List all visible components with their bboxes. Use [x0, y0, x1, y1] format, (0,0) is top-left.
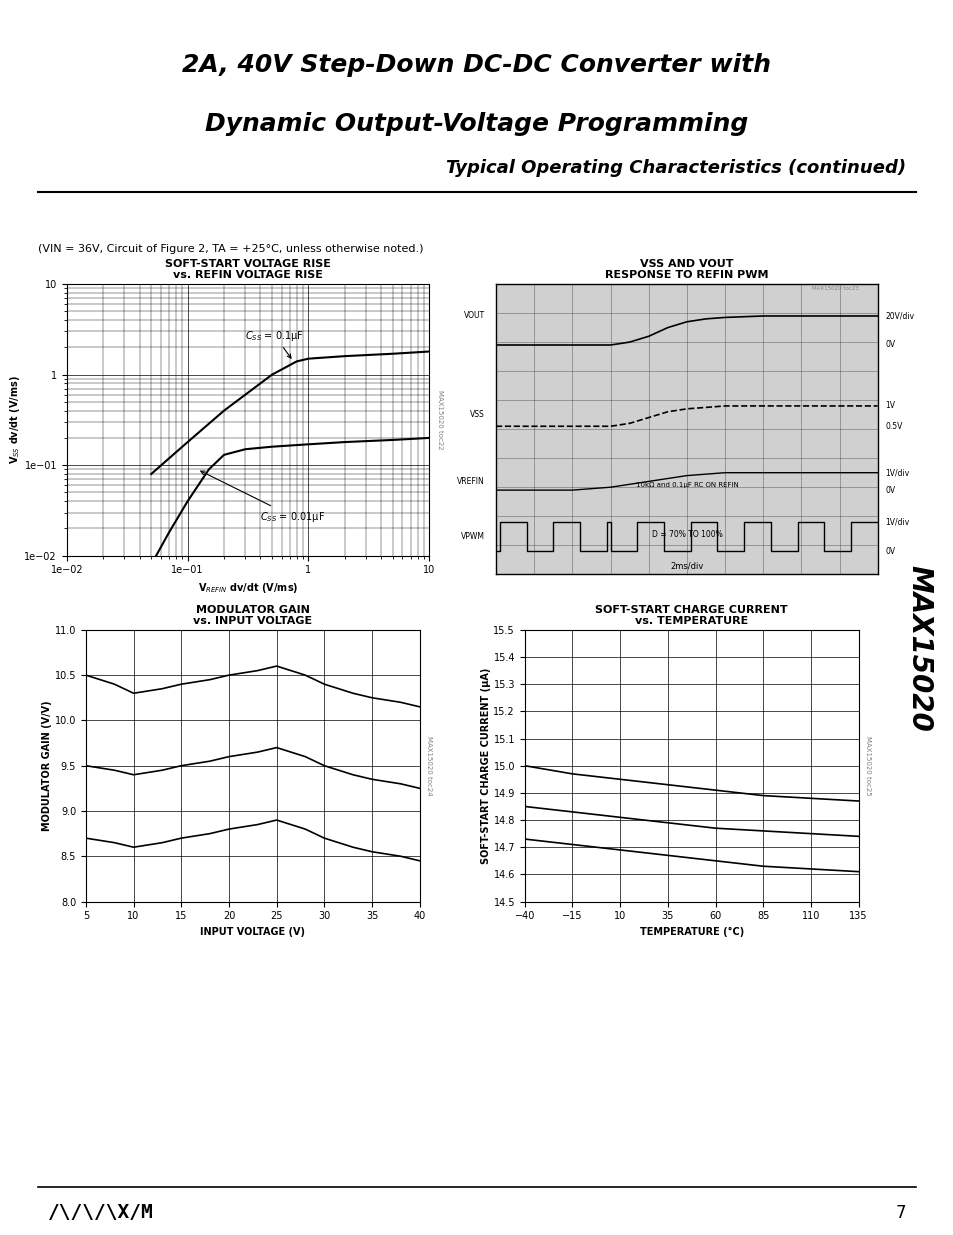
Text: 0V: 0V: [884, 485, 895, 494]
Text: Typical Operating Characteristics (continued): Typical Operating Characteristics (conti…: [446, 159, 905, 177]
Text: MAX15020: MAX15020: [904, 564, 933, 732]
Title: MODULATOR GAIN
vs. INPUT VOLTAGE: MODULATOR GAIN vs. INPUT VOLTAGE: [193, 605, 312, 626]
Text: 0V: 0V: [884, 341, 895, 350]
Text: 1V/div: 1V/div: [884, 517, 908, 526]
X-axis label: V$_{REFIN}$ dv/dt (V/ms): V$_{REFIN}$ dv/dt (V/ms): [197, 580, 298, 595]
Y-axis label: MODULATOR GAIN (V/V): MODULATOR GAIN (V/V): [42, 700, 51, 831]
Text: MAX15020 toc22: MAX15020 toc22: [436, 390, 442, 450]
Title: VSS AND VOUT
RESPONSE TO REFIN PWM: VSS AND VOUT RESPONSE TO REFIN PWM: [604, 259, 768, 280]
X-axis label: TEMPERATURE (°C): TEMPERATURE (°C): [639, 926, 743, 937]
Text: /\/\/\X/M: /\/\/\X/M: [48, 1203, 153, 1223]
Title: SOFT-START CHARGE CURRENT
vs. TEMPERATURE: SOFT-START CHARGE CURRENT vs. TEMPERATUR…: [595, 605, 787, 626]
Text: 1V: 1V: [884, 401, 894, 410]
X-axis label: INPUT VOLTAGE (V): INPUT VOLTAGE (V): [200, 926, 305, 937]
Text: VREFIN: VREFIN: [456, 477, 484, 485]
Text: VOUT: VOUT: [463, 311, 484, 320]
Text: Dynamic Output-Voltage Programming: Dynamic Output-Voltage Programming: [205, 112, 748, 136]
Y-axis label: SOFT-START CHARGE CURRENT (μA): SOFT-START CHARGE CURRENT (μA): [480, 667, 490, 864]
Text: D = 70% TO 100%: D = 70% TO 100%: [651, 530, 721, 538]
Text: MAX15020 toc23: MAX15020 toc23: [811, 285, 858, 291]
Text: $C_{SS}$ = 0.1μF: $C_{SS}$ = 0.1μF: [245, 329, 304, 358]
Text: 20V/div: 20V/div: [884, 311, 914, 320]
Text: 7: 7: [895, 1204, 905, 1221]
Text: 2A, 40V Step-Down DC-DC Converter with: 2A, 40V Step-Down DC-DC Converter with: [182, 53, 771, 77]
Text: MAX15020 toc25: MAX15020 toc25: [864, 736, 870, 795]
Text: $C_{SS}$ = 0.01μF: $C_{SS}$ = 0.01μF: [200, 471, 325, 524]
Text: VSS: VSS: [470, 410, 484, 419]
Text: MAX15020 toc24: MAX15020 toc24: [426, 736, 432, 795]
Y-axis label: V$_{SS}$ dv/dt (V/ms): V$_{SS}$ dv/dt (V/ms): [8, 375, 22, 464]
Text: 0V: 0V: [884, 547, 895, 556]
Text: 1V/div: 1V/div: [884, 468, 908, 477]
Text: (VIN = 36V, Circuit of Figure 2, TA = +25°C, unless otherwise noted.): (VIN = 36V, Circuit of Figure 2, TA = +2…: [38, 245, 423, 254]
Text: 0.5V: 0.5V: [884, 422, 902, 431]
Text: VPWM: VPWM: [460, 532, 484, 541]
Title: SOFT-START VOLTAGE RISE
vs. REFIN VOLTAGE RISE: SOFT-START VOLTAGE RISE vs. REFIN VOLTAG…: [165, 259, 331, 280]
Text: 10kΩ and 0.1μF RC ON REFIN: 10kΩ and 0.1μF RC ON REFIN: [635, 482, 738, 488]
Text: 2ms/div: 2ms/div: [670, 562, 702, 571]
